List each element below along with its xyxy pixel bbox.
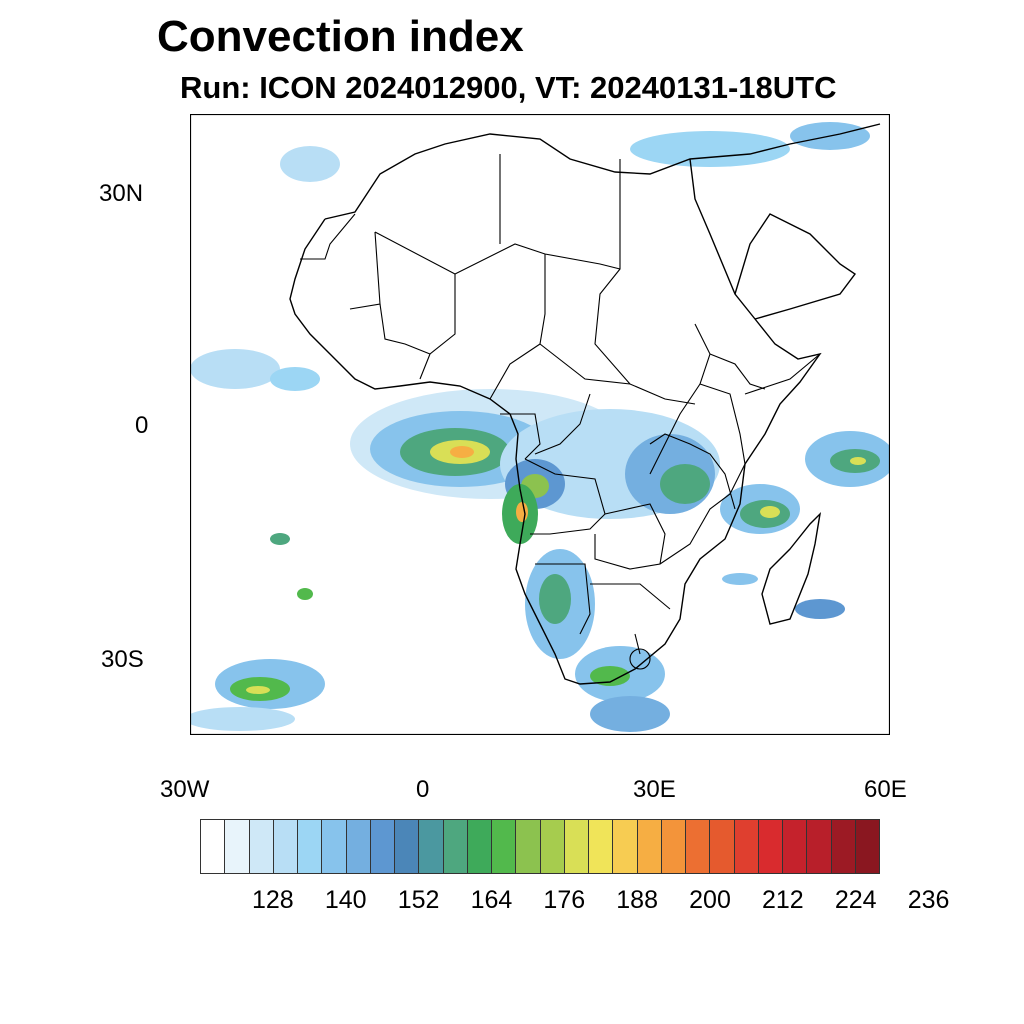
lon-label-0: 0 bbox=[416, 776, 430, 803]
country-borders bbox=[300, 154, 821, 670]
colorbar bbox=[200, 819, 880, 874]
colorbar-tick-label: 200 bbox=[689, 886, 731, 914]
lat-label-30s: 30S bbox=[101, 646, 144, 673]
colorbar-cell bbox=[783, 820, 808, 873]
colorbar-cell bbox=[855, 820, 879, 873]
colorbar-cell bbox=[807, 820, 832, 873]
colorbar-cell bbox=[589, 820, 614, 873]
colorbar-cell bbox=[273, 820, 298, 873]
colorbar-tick-label: 152 bbox=[397, 886, 440, 914]
colorbar-cell bbox=[298, 820, 323, 873]
colorbar-tick-label: 212 bbox=[761, 886, 804, 914]
colorbar-cell bbox=[225, 820, 250, 873]
colorbar-tick-label: 224 bbox=[834, 886, 877, 914]
colorbar-cell bbox=[637, 820, 662, 873]
lon-label-30e: 30E bbox=[633, 776, 676, 803]
colorbar-cell bbox=[734, 820, 759, 873]
map-border bbox=[190, 114, 890, 735]
colorbar-cell bbox=[686, 820, 711, 873]
colorbar-cell bbox=[758, 820, 783, 873]
coastlines bbox=[289, 123, 881, 685]
chart-subtitle: Run: ICON 2024012900, VT: 20240131-18UTC bbox=[180, 70, 837, 105]
convection-field bbox=[190, 122, 890, 732]
colorbar-cell bbox=[710, 820, 735, 873]
colorbar-cell bbox=[419, 820, 444, 873]
colorbar-cell bbox=[201, 820, 226, 873]
lon-label-60e: 60E bbox=[864, 776, 907, 803]
colorbar-cell bbox=[661, 820, 686, 873]
colorbar-cell bbox=[395, 820, 420, 873]
colorbar-tick-label: 236 bbox=[907, 886, 950, 914]
colorbar-cell bbox=[346, 820, 371, 873]
lon-label-30w: 30W bbox=[160, 776, 210, 803]
colorbar-cell bbox=[564, 820, 589, 873]
colorbar-cell bbox=[492, 820, 517, 873]
colorbar-tick-label: 128 bbox=[251, 886, 294, 914]
colorbar-cell bbox=[540, 820, 565, 873]
colorbar-tick-label: 188 bbox=[616, 886, 658, 914]
lat-label-0: 0 bbox=[135, 412, 149, 439]
colorbar-tick-label: 164 bbox=[470, 886, 513, 914]
colorbar-cell bbox=[249, 820, 274, 873]
lat-label-30n: 30N bbox=[99, 180, 144, 207]
colorbar-cell bbox=[613, 820, 638, 873]
chart-title: Convection index bbox=[157, 12, 524, 61]
colorbar-tick-label: 140 bbox=[324, 886, 367, 914]
colorbar-cell bbox=[831, 820, 856, 873]
colorbar-cell bbox=[322, 820, 347, 873]
colorbar-cell bbox=[516, 820, 541, 873]
colorbar-cell bbox=[467, 820, 492, 873]
colorbar-cell bbox=[443, 820, 468, 873]
colorbar-cell bbox=[370, 820, 395, 873]
map-plot bbox=[190, 114, 890, 735]
colorbar-tick-label: 176 bbox=[543, 886, 586, 914]
